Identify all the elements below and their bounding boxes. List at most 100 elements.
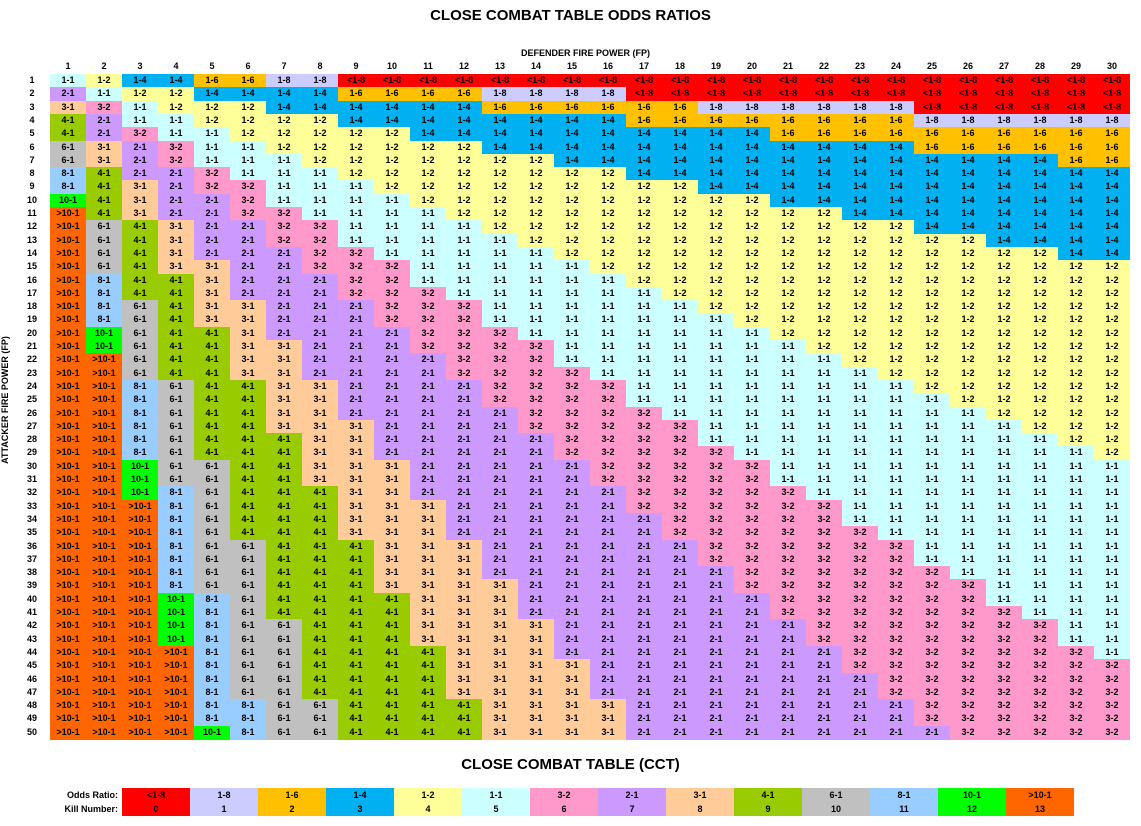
odds-cell: 1-1 [734,433,770,448]
y-axis-label: ATTACKER FIRE POWER (FP) [0,336,10,464]
odds-cell: 8-1 [194,672,230,687]
odds-cell: 1-4 [626,140,662,155]
odds-cell: 1-4 [1022,167,1058,182]
odds-cell: 8-1 [194,685,230,700]
odds-cell: 1-2 [446,180,482,195]
odds-cell: 1-2 [1094,379,1130,394]
odds-cell: 8-1 [122,379,158,394]
odds-cell: 3-1 [374,486,410,501]
odds-cell: 2-1 [590,645,626,660]
row-header: 3 [29,101,35,112]
odds-cell: 3-2 [1058,672,1094,687]
odds-cell: 2-1 [302,366,338,381]
odds-cell: 1-1 [1058,539,1094,554]
odds-cell: <1-8 [698,87,734,102]
odds-cell: 1-4 [482,127,518,142]
odds-cell: 3-2 [1094,712,1130,727]
odds-cell: >10-1 [50,353,86,368]
odds-cell: 1-1 [374,246,410,261]
odds-cell: 3-2 [590,459,626,474]
odds-cell: 1-4 [518,113,554,128]
odds-cell: >10-1 [86,539,122,554]
odds-cell: 2-1 [914,725,950,740]
row-header: 24 [26,380,37,391]
odds-cell: 1-2 [1094,260,1130,275]
odds-cell: 1-2 [266,140,302,155]
odds-cell: 1-2 [446,153,482,168]
odds-cell: 1-1 [1058,512,1094,527]
odds-cell: 3-2 [878,566,914,581]
odds-cell: 1-1 [590,273,626,288]
odds-cell: 1-6 [338,87,374,102]
odds-cell: 1-1 [446,233,482,248]
odds-cell: 1-1 [338,180,374,195]
odds-cell: 2-1 [518,512,554,527]
odds-cell: 3-2 [986,645,1022,660]
odds-cell: 8-1 [86,313,122,328]
odds-cell: <1-8 [590,74,626,88]
odds-cell: 3-2 [950,659,986,674]
odds-cell: 2-1 [698,566,734,581]
odds-cell: 3-2 [1022,659,1058,674]
odds-cell: 3-1 [590,725,626,740]
row-header: 14 [26,247,37,258]
odds-cell: >10-1 [50,552,86,567]
row-header: 34 [26,513,37,524]
odds-cell: 4-1 [446,725,482,740]
odds-cell: 3-2 [698,459,734,474]
odds-cell: 1-2 [338,140,374,155]
odds-cell: 1-2 [1058,379,1094,394]
odds-cell: >10-1 [50,632,86,647]
odds-cell: 3-2 [734,486,770,501]
odds-cell: 2-1 [302,313,338,328]
odds-cell: 6-1 [194,459,230,474]
odds-cell: 2-1 [446,512,482,527]
odds-cell: 1-1 [1022,499,1058,514]
odds-cell: 3-2 [914,592,950,607]
odds-cell: 1-1 [410,260,446,275]
odds-cell: 2-1 [554,526,590,541]
odds-cell: 2-1 [626,699,662,714]
odds-cell: >10-1 [86,672,122,687]
odds-cell: 1-4 [842,180,878,195]
odds-cell: 1-2 [950,353,986,368]
odds-cell: 4-1 [266,512,302,527]
odds-cell: 1-1 [986,592,1022,607]
odds-cell: 1-1 [914,459,950,474]
odds-cell: 1-2 [914,353,950,368]
odds-cell: 4-1 [374,725,410,740]
odds-cell: 1-1 [554,340,590,354]
odds-cell: 3-1 [338,473,374,487]
odds-cell: 4-1 [374,672,410,687]
odds-cell: >10-1 [158,645,194,660]
odds-cell: >10-1 [158,685,194,700]
odds-cell: 1-4 [914,207,950,221]
odds-cell: 1-2 [1058,340,1094,354]
odds-cell: 2-1 [374,393,410,408]
odds-cell: 1-1 [842,406,878,421]
odds-cell: 1-2 [770,273,806,288]
odds-cell: 1-2 [878,260,914,275]
odds-cell: 1-2 [986,246,1022,261]
odds-cell: 1-2 [698,273,734,288]
odds-cell: 3-2 [806,512,842,527]
odds-cell: 6-1 [266,725,302,740]
row-header: 27 [26,420,37,431]
odds-cell: 2-1 [626,712,662,727]
odds-cell: 1-1 [626,300,662,315]
odds-cell: 1-1 [878,459,914,474]
odds-cell: 3-2 [986,699,1022,714]
odds-cell: 1-1 [698,379,734,394]
odds-cell: 1-2 [482,207,518,221]
odds-cell: 3-1 [410,539,446,554]
odds-cell: 3-1 [410,619,446,634]
odds-cell: 1-2 [266,127,302,142]
odds-cell: 3-1 [590,712,626,727]
odds-cell: 1-6 [1058,140,1094,155]
odds-cell: 1-1 [914,473,950,487]
odds-cell: >10-1 [50,645,86,660]
odds-cell: <1-8 [1058,74,1094,88]
legend-kill-cell: 4 [394,802,462,816]
odds-cell: >10-1 [50,366,86,381]
odds-cell: 3-1 [482,699,518,714]
